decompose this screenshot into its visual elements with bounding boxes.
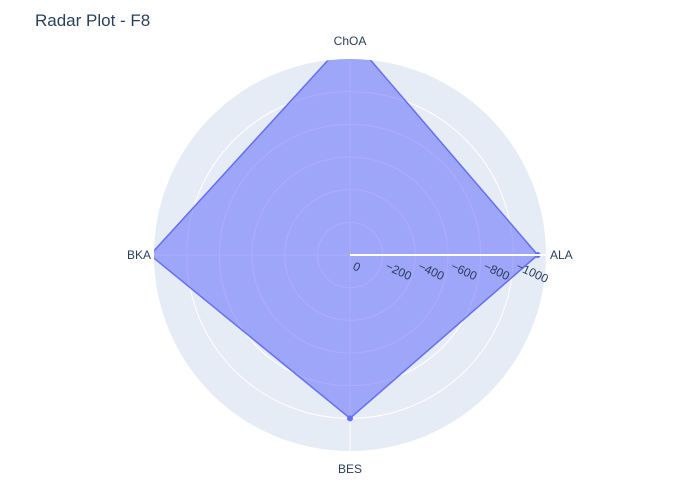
- series-area: [154, 59, 539, 420]
- chart-title: Radar Plot - F8: [35, 11, 151, 30]
- category-label-ChOA: ChOA: [334, 34, 367, 48]
- series-trace: [154, 59, 541, 422]
- category-label-BKA: BKA: [127, 248, 151, 262]
- category-label-BES: BES: [338, 462, 362, 476]
- radial-axis: 0 −200 −400 −600 −800 −1000: [350, 254, 551, 286]
- category-label-ALA: ALA: [550, 248, 573, 262]
- angular-axis-labels: ALA ChOA BKA BES: [127, 34, 573, 476]
- series-point-BES: [347, 415, 353, 422]
